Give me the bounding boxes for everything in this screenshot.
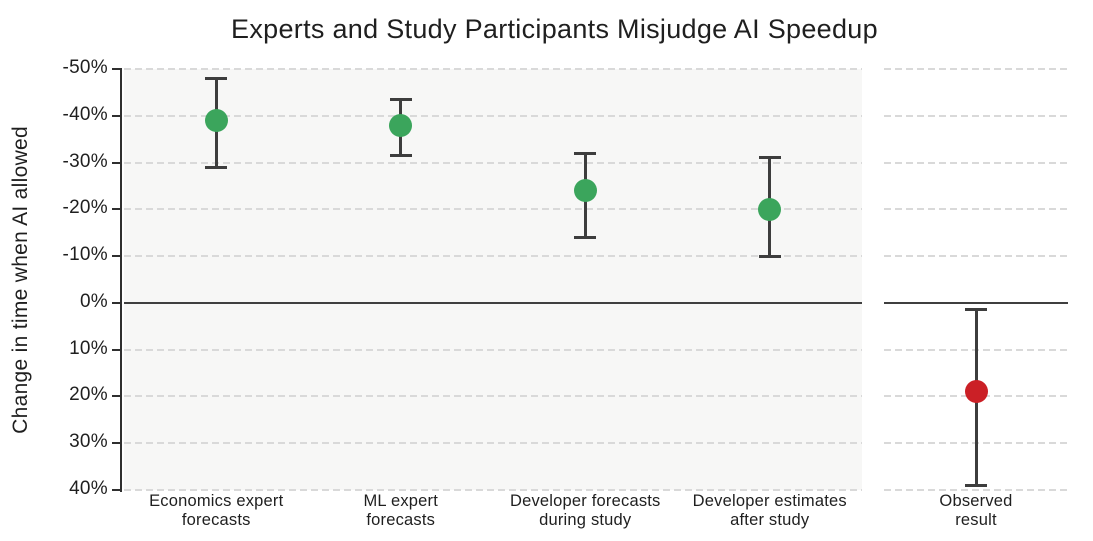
y-tick-label: -10% [62, 244, 108, 266]
point-dot [964, 380, 988, 404]
gridline [884, 68, 1068, 70]
chart-title: Experts and Study Participants Misjudge … [231, 14, 878, 44]
y-tick-label: 0% [79, 290, 108, 312]
category-label: ML expert forecasts [363, 492, 439, 529]
error-bar-cap-top [758, 156, 781, 160]
gridline [884, 208, 1068, 211]
y-tick [112, 301, 121, 304]
category-label: Developer forecasts during study [509, 492, 661, 529]
y-tick [112, 161, 121, 164]
zero-baseline [124, 302, 862, 304]
error-bar-cap-bottom [574, 235, 597, 239]
y-tick [112, 68, 121, 70]
gridline [124, 68, 862, 70]
point-dot [573, 179, 597, 203]
point-dot [204, 108, 228, 132]
y-tick-label: -50% [62, 57, 108, 78]
gridline [124, 208, 862, 211]
category-label: Economics expert forecasts [149, 492, 284, 529]
zero-baseline [884, 302, 1068, 304]
y-tick [112, 442, 121, 445]
gridline [884, 114, 1068, 117]
error-bar-cap-bottom [205, 165, 228, 169]
y-tick [112, 255, 121, 258]
error-bar-cap-top [389, 97, 412, 101]
y-tick-label: -40% [62, 103, 108, 125]
forecast-panel [124, 69, 862, 490]
gridline [884, 161, 1068, 164]
point-dot [758, 197, 782, 221]
error-bar-cap-top [205, 76, 228, 80]
category-label: Developer estimates after study [692, 492, 847, 529]
y-tick-label: 30% [69, 431, 108, 453]
y-tick [112, 395, 121, 398]
point-dot [389, 113, 413, 137]
error-bar-cap-bottom [389, 154, 412, 158]
y-tick-label: 20% [69, 384, 108, 406]
gridline [124, 255, 862, 258]
error-bar-cap-top [965, 308, 987, 312]
error-bar-cap-bottom [758, 254, 781, 258]
gridline [884, 255, 1068, 258]
y-tick-label: 10% [69, 337, 108, 359]
gridline [124, 489, 862, 491]
y-tick [112, 348, 121, 351]
gridline [124, 161, 862, 164]
gridline [884, 489, 1068, 491]
gridline [124, 442, 862, 445]
y-tick-label: 40% [69, 478, 108, 499]
category-label: Observed result [939, 492, 1013, 529]
gridline [124, 348, 862, 351]
y-tick [112, 489, 121, 491]
y-tick [112, 114, 121, 117]
y-tick-label: -30% [62, 150, 108, 172]
gridline [124, 114, 862, 117]
error-bar-cap-bottom [965, 483, 987, 487]
y-axis-line [120, 68, 122, 492]
error-bar-cap-top [574, 151, 597, 155]
gridline [124, 395, 862, 398]
y-tick [112, 208, 121, 211]
y-tick-label: -20% [62, 197, 108, 219]
